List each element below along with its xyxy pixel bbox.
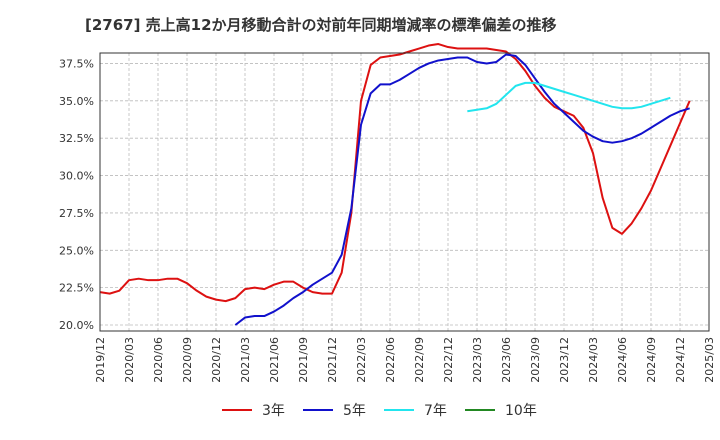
x-tick-label: 2021/09 [297, 337, 310, 383]
series-line-1 [234, 53, 690, 326]
series-line-0 [99, 43, 691, 303]
legend-label: 7年 [424, 403, 447, 419]
x-tick-label: 2020/09 [181, 337, 194, 383]
series-line-2 [467, 81, 671, 113]
x-tick-label: 2020/12 [210, 337, 223, 383]
y-tick-label: 22.5% [59, 282, 94, 295]
chart-title: [2767] 売上高12か月移動合計の対前年同期増減率の標準偏差の推移 [85, 16, 557, 34]
x-tick-label: 2022/06 [384, 337, 397, 383]
x-tick-label: 2024/06 [616, 337, 629, 383]
x-tick-label: 2019/12 [94, 337, 107, 383]
x-axis-ticks: 2019/12 2020/03 2020/06 2020/09 2020/12 2021/… [94, 337, 716, 383]
y-tick-label: 27.5% [59, 207, 94, 220]
x-tick-label: 2021/06 [268, 337, 281, 383]
legend-label: 10年 [505, 403, 537, 419]
y-tick-label: 35.0% [59, 95, 94, 108]
plot-frame [99, 52, 710, 332]
x-tick-label: 2023/06 [500, 337, 513, 383]
grid-lines [99, 53, 710, 331]
x-tick-label: 2024/09 [645, 337, 658, 383]
y-tick-label: 30.0% [59, 170, 94, 183]
y-tick-label: 20.0% [59, 319, 94, 332]
x-tick-label: 2020/06 [152, 337, 165, 383]
y-tick-label: 32.5% [59, 132, 94, 145]
legend-label: 5年 [343, 403, 366, 419]
x-tick-label: 2022/12 [442, 337, 455, 383]
y-tick-label: 37.5% [59, 57, 94, 70]
x-tick-label: 2023/09 [529, 337, 542, 383]
x-tick-label: 2023/12 [558, 337, 571, 383]
x-tick-label: 2025/03 [703, 337, 716, 383]
legend-label: 3年 [262, 403, 285, 419]
x-tick-label: 2023/03 [471, 337, 484, 383]
x-tick-label: 2020/03 [123, 337, 136, 383]
x-tick-label: 2024/12 [674, 337, 687, 383]
x-tick-label: 2022/03 [355, 337, 368, 383]
x-tick-label: 2024/03 [587, 337, 600, 383]
legend: 3年 5年 7年 10年 [222, 403, 537, 419]
y-axis-ticks: 20.0% 22.5% 25.0% 27.5% 30.0% 32.5% 35.0% 37.5% [59, 57, 94, 332]
y-tick-label: 25.0% [59, 244, 94, 257]
x-tick-label: 2022/09 [413, 337, 426, 383]
x-tick-label: 2021/12 [326, 337, 339, 383]
x-tick-label: 2021/03 [239, 337, 252, 383]
series-lines [99, 43, 691, 326]
